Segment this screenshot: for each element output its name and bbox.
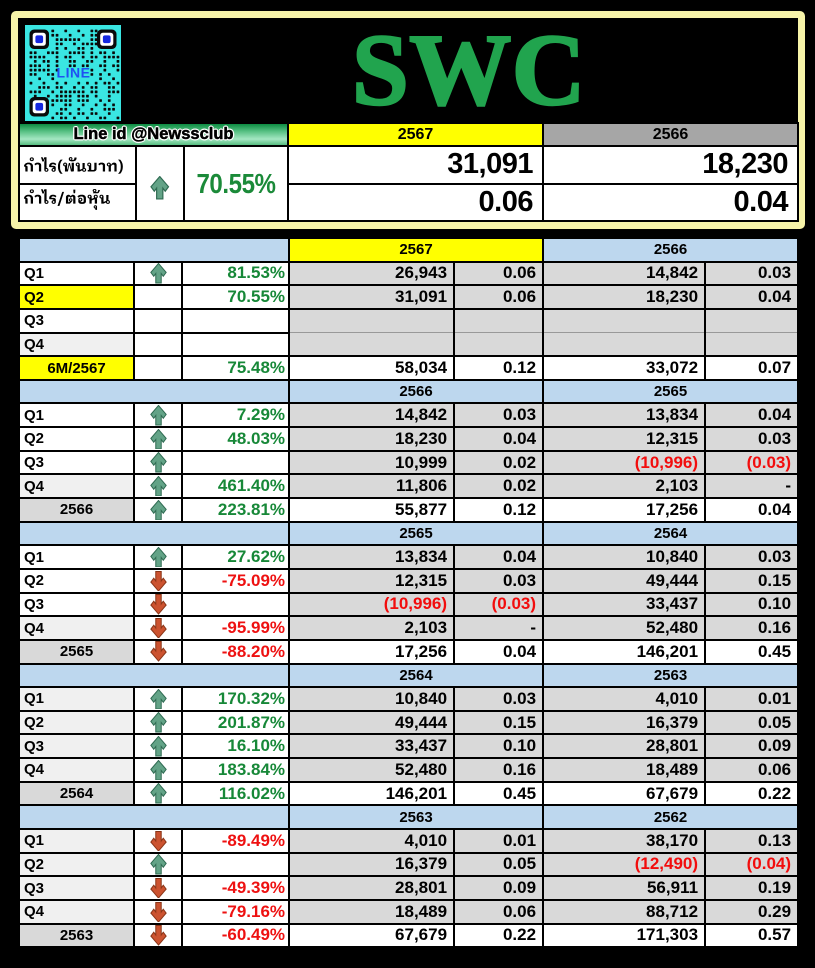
svg-text:LINE: LINE xyxy=(57,65,91,81)
